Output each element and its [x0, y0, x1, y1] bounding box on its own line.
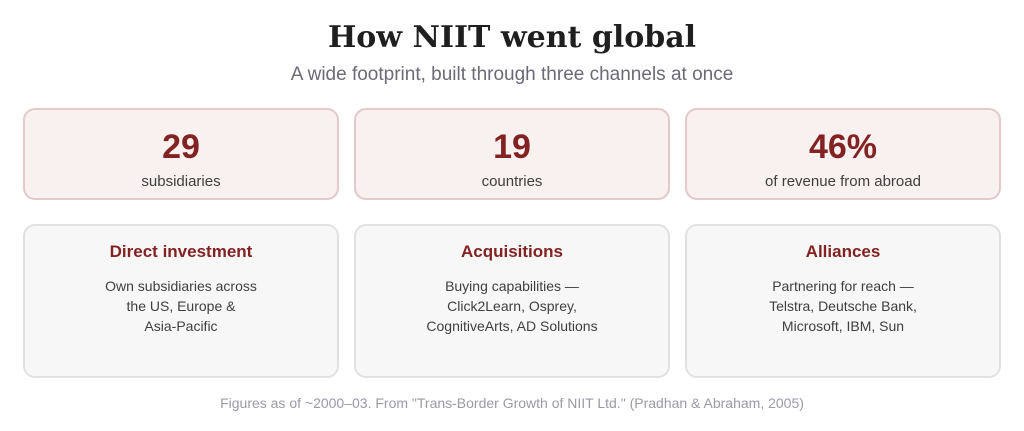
stat-value: 19 [493, 128, 531, 166]
channel-card-direct-investment: Direct investment Own subsidiaries acros… [23, 224, 339, 378]
channel-description-line: Buying capabilities — [445, 278, 579, 294]
stat-card-countries: 19 countries [354, 108, 670, 200]
channel-description-line: Partnering for reach — [772, 278, 914, 294]
page-title: How NIIT went global [327, 20, 697, 55]
channel-description-line: CognitiveArts, AD Solutions [426, 318, 598, 334]
channel-description-line: Asia-Pacific [144, 318, 218, 334]
channel-description-line: Click2Learn, Osprey, [447, 298, 577, 314]
channel-title: Alliances [805, 242, 881, 261]
channel-title: Direct investment [109, 242, 253, 261]
stat-value: 46% [808, 128, 878, 166]
channel-description: Buying capabilities — Click2Learn, Ospre… [356, 276, 668, 336]
channel-description: Partnering for reach — Telstra, Deutsche… [687, 276, 999, 336]
page-subtitle: A wide footprint, built through three ch… [290, 64, 734, 85]
channel-description-line: the US, Europe & [126, 298, 236, 314]
stat-label: countries [481, 173, 543, 190]
channel-description-line: Own subsidiaries across [105, 278, 257, 294]
channel-description-line: Microsoft, IBM, Sun [781, 318, 905, 334]
channel-description: Own subsidiaries across the US, Europe &… [25, 276, 337, 336]
stat-value: 29 [162, 128, 200, 166]
stat-card-subsidiaries: 29 subsidiaries [23, 108, 339, 200]
stat-label: subsidiaries [141, 173, 221, 190]
channel-card-acquisitions: Acquisitions Buying capabilities — Click… [354, 224, 670, 378]
stat-card-revenue-abroad: 46% of revenue from abroad [685, 108, 1001, 200]
channel-title: Acquisitions [460, 242, 563, 261]
channel-card-alliances: Alliances Partnering for reach — Telstra… [685, 224, 1001, 378]
source-footnote: Figures as of ~2000–03. From "Trans-Bord… [220, 395, 804, 411]
channel-description-line: Telstra, Deutsche Bank, [769, 298, 917, 314]
stat-label: of revenue from abroad [765, 173, 921, 190]
